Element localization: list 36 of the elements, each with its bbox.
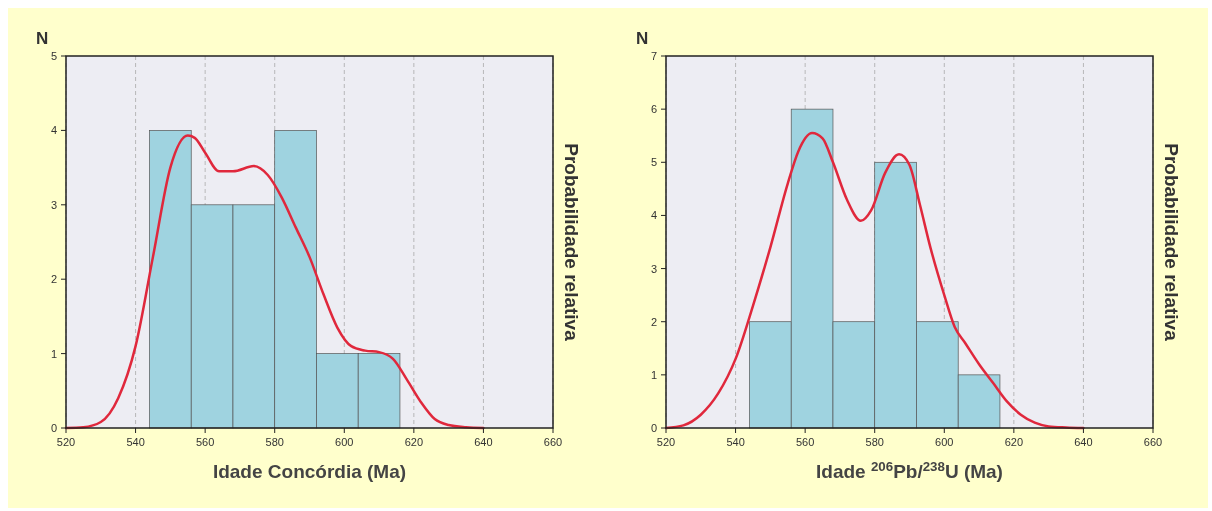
y2-axis-title: Probabilidade relativa xyxy=(1161,143,1182,342)
x-tick-label: 540 xyxy=(726,436,745,448)
x-tick-label: 640 xyxy=(474,436,493,448)
x-tick-label: 560 xyxy=(795,436,815,448)
y-tick-label: 4 xyxy=(50,124,57,137)
x-tick-label: 660 xyxy=(543,436,563,448)
x-tick-label: 640 xyxy=(1074,436,1093,448)
y-tick-label: 5 xyxy=(650,156,657,169)
y-tick-label: 7 xyxy=(650,50,657,62)
x-axis-title: Idade Concórdia (Ma) xyxy=(212,461,407,482)
x-tick-label: 620 xyxy=(1004,436,1024,448)
y-tick-label: 3 xyxy=(50,198,57,211)
x-tick-label: 540 xyxy=(126,436,145,448)
y-tick-label: 4 xyxy=(650,209,657,222)
y-tick-label: 6 xyxy=(650,103,657,116)
y-axis-title: N xyxy=(636,29,649,48)
x-tick-label: 580 xyxy=(865,436,884,448)
y-tick-label: 0 xyxy=(50,422,57,434)
x-tick-label: 620 xyxy=(404,436,424,448)
y-tick-label: 3 xyxy=(650,262,657,275)
y-tick-label: 2 xyxy=(650,315,657,328)
y-axis-title: N xyxy=(36,29,49,48)
y-tick-label: 0 xyxy=(650,422,657,434)
x-tick-label: 520 xyxy=(56,436,76,448)
y-tick-label: 1 xyxy=(50,347,57,360)
x-tick-label: 580 xyxy=(265,436,284,448)
x-tick-label: 560 xyxy=(195,436,215,448)
x-tick-label: 600 xyxy=(335,436,354,448)
x-tick-label: 520 xyxy=(656,436,676,448)
x-tick-label: 600 xyxy=(935,436,954,448)
y2-axis-title: Probabilidade relativa xyxy=(561,143,582,342)
x-tick-label: 660 xyxy=(1143,436,1163,448)
x-axis-title: Idade $^{206}$Pb/$^{238}$U (Ma) xyxy=(816,458,1003,482)
y-tick-label: 1 xyxy=(650,368,657,381)
y-tick-label: 2 xyxy=(50,273,57,286)
y-tick-label: 5 xyxy=(50,50,57,62)
